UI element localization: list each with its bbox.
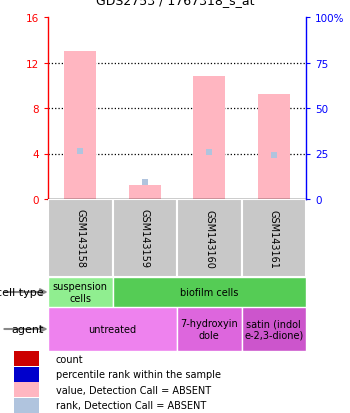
Bar [112, 277, 306, 307]
Bar [193, 77, 225, 199]
Text: GSM143158: GSM143158 [75, 209, 85, 268]
Bar [48, 277, 112, 307]
Text: satin (indol
e-2,3-dione): satin (indol e-2,3-dione) [244, 318, 303, 340]
Text: untreated: untreated [89, 324, 136, 334]
Bar [48, 199, 112, 277]
Text: 7-hydroxyin
dole: 7-hydroxyin dole [180, 318, 238, 340]
Text: rank, Detection Call = ABSENT: rank, Detection Call = ABSENT [56, 400, 206, 410]
Text: GSM143161: GSM143161 [269, 209, 279, 268]
Bar [241, 199, 306, 277]
Text: GDS2753 / 1767318_s_at: GDS2753 / 1767318_s_at [96, 0, 254, 7]
Bar [14, 398, 38, 413]
Text: agent: agent [12, 324, 44, 334]
Text: percentile rank within the sample: percentile rank within the sample [56, 369, 221, 379]
Bar [112, 199, 177, 277]
Text: GSM143159: GSM143159 [140, 209, 150, 268]
Text: GSM143160: GSM143160 [204, 209, 214, 268]
Bar [14, 351, 38, 366]
Bar [14, 367, 38, 382]
Text: count: count [56, 354, 84, 364]
Bar [177, 199, 241, 277]
Bar [64, 52, 96, 199]
Bar [129, 186, 161, 199]
Text: value, Detection Call = ABSENT: value, Detection Call = ABSENT [56, 385, 211, 395]
Text: suspension
cells: suspension cells [53, 282, 108, 303]
Bar [177, 307, 241, 351]
Bar [241, 307, 306, 351]
Bar [258, 95, 290, 199]
Text: biofilm cells: biofilm cells [180, 287, 238, 297]
Text: cell type: cell type [0, 287, 44, 297]
Bar [48, 307, 177, 351]
Bar [14, 382, 38, 397]
